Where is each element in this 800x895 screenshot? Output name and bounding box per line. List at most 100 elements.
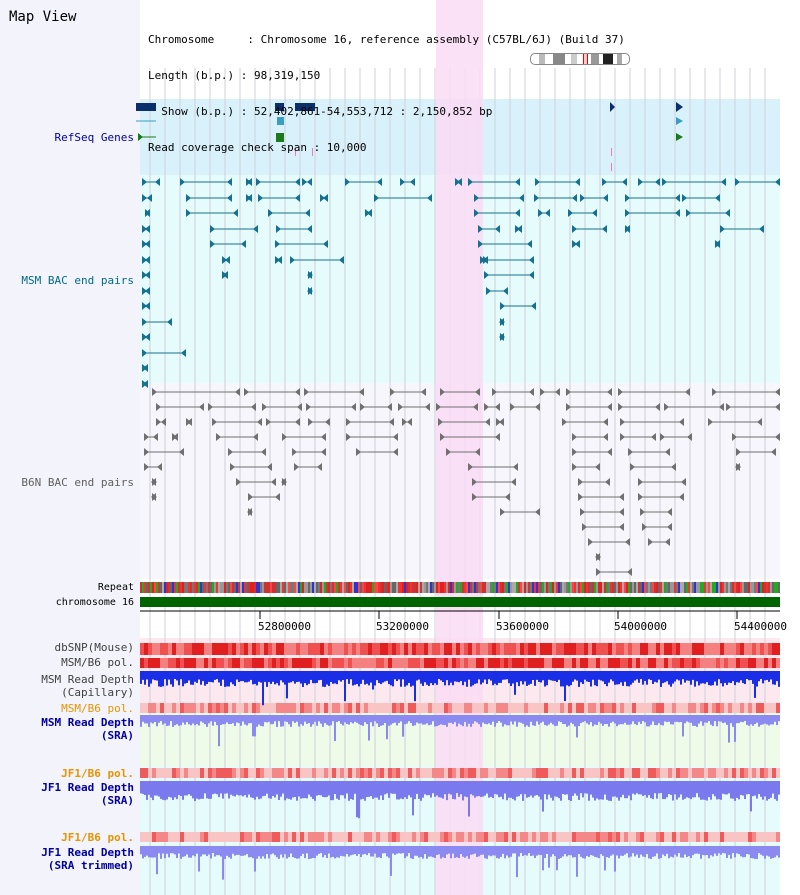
read-depth-bar — [574, 781, 576, 794]
repeat-block — [324, 582, 326, 593]
read-depth-bar — [510, 671, 512, 686]
read-depth-bar — [472, 671, 474, 686]
polymorphism-cell — [152, 768, 156, 778]
polymorphism-cell — [376, 703, 380, 713]
read-depth-bar — [600, 781, 602, 800]
read-depth-bar — [256, 846, 258, 859]
polymorphism-cell — [664, 643, 668, 655]
read-depth-bar — [420, 781, 422, 801]
read-depth-bar — [676, 781, 678, 800]
polymorphism-cell — [400, 768, 404, 778]
track-label-refseq[interactable]: RefSeq Genes — [54, 131, 134, 144]
repeat-block — [488, 582, 490, 593]
polymorphism-cell — [356, 658, 360, 668]
chromosome-ideogram-icon[interactable] — [530, 53, 630, 65]
read-depth-bar — [670, 781, 672, 795]
polymorphism-cell — [616, 643, 620, 655]
polymorphism-cell — [428, 832, 432, 842]
read-depth-bar — [314, 781, 316, 801]
read-depth-bar — [588, 715, 590, 725]
read-depth-bar — [384, 715, 386, 723]
polymorphism-cell — [444, 768, 448, 778]
read-depth-bar — [304, 671, 306, 684]
read-depth-bar — [256, 671, 258, 686]
read-depth-bar — [146, 671, 148, 680]
read-depth-bar — [604, 846, 606, 871]
read-depth-bar — [200, 781, 202, 799]
read-depth-bar — [372, 781, 374, 799]
polymorphism-cell — [172, 703, 176, 713]
polymorphism-cell — [628, 643, 632, 655]
track-label-msm-bac[interactable]: MSM BAC end pairs — [21, 274, 134, 287]
read-depth-bar — [226, 715, 228, 723]
repeat-block — [164, 582, 166, 593]
read-depth-bar — [204, 715, 206, 725]
polymorphism-cell — [656, 832, 660, 842]
repeat-block — [398, 582, 400, 593]
read-depth-bar — [282, 846, 284, 858]
read-depth-bar — [610, 781, 612, 801]
read-depth-bar — [198, 671, 200, 680]
read-depth-bar — [232, 846, 234, 854]
polymorphism-cell — [320, 643, 324, 655]
polymorphism-cell — [628, 832, 632, 842]
b6n-bac-pair — [735, 463, 740, 471]
b6n-bac-pair — [157, 463, 162, 471]
polymorphism-cell — [552, 643, 556, 655]
read-depth-bar — [342, 715, 344, 726]
read-depth-bar — [264, 671, 266, 682]
msm-bac-pair — [568, 209, 573, 217]
read-depth-bar — [590, 715, 592, 723]
read-depth-bar — [484, 715, 486, 724]
read-depth-bar — [144, 846, 146, 857]
read-depth-bar — [544, 671, 546, 687]
read-depth-bar — [266, 781, 268, 794]
read-depth-bar — [206, 715, 208, 727]
polymorphism-cell — [656, 768, 660, 778]
read-depth-bar — [778, 715, 780, 722]
read-depth-bar — [374, 715, 376, 722]
polymorphism-cell — [384, 768, 388, 778]
track-label-msm-depth-cap: MSM Read Depth — [41, 673, 134, 686]
read-depth-bar — [262, 671, 264, 706]
b6n-bac-pair — [630, 463, 635, 471]
repeat-block — [778, 582, 780, 593]
track-label-b6n-bac[interactable]: B6N BAC end pairs — [21, 476, 134, 489]
polymorphism-cell — [272, 832, 276, 842]
b6n-bac-pair — [628, 448, 633, 456]
read-depth-bar — [606, 715, 608, 724]
read-depth-bar — [350, 715, 352, 723]
read-depth-bar — [662, 846, 664, 855]
polymorphism-cell — [536, 643, 540, 655]
read-depth-bar — [550, 671, 552, 681]
read-depth-bar — [752, 671, 754, 684]
msm-bac-pair — [575, 178, 580, 186]
b6n-bac-pair — [667, 508, 672, 516]
polymorphism-cell — [328, 643, 332, 655]
read-depth-bar — [230, 671, 232, 683]
b6n-bac-pair — [607, 403, 612, 411]
b6n-bac-pair — [572, 433, 577, 441]
polymorphism-cell — [532, 643, 536, 655]
read-depth-bar — [694, 846, 696, 854]
read-depth-bar — [316, 781, 318, 796]
polymorphism-cell — [328, 658, 332, 668]
polymorphism-cell — [180, 768, 184, 778]
read-depth-bar — [290, 671, 292, 683]
read-depth-bar — [424, 671, 426, 683]
polymorphism-cell — [632, 768, 636, 778]
polymorphism-cell — [496, 768, 500, 778]
repeat-block — [256, 582, 258, 593]
read-depth-bar — [410, 781, 412, 798]
repeat-block — [396, 582, 398, 593]
read-depth-bar — [436, 671, 438, 685]
b6n-bac-pair — [625, 538, 630, 546]
polymorphism-cell — [540, 658, 544, 668]
read-depth-bar — [512, 715, 514, 725]
read-depth-bar — [536, 846, 538, 856]
polymorphism-cell — [712, 768, 716, 778]
repeat-block — [692, 582, 694, 593]
read-depth-bar — [452, 781, 454, 799]
polymorphism-cell — [332, 768, 336, 778]
